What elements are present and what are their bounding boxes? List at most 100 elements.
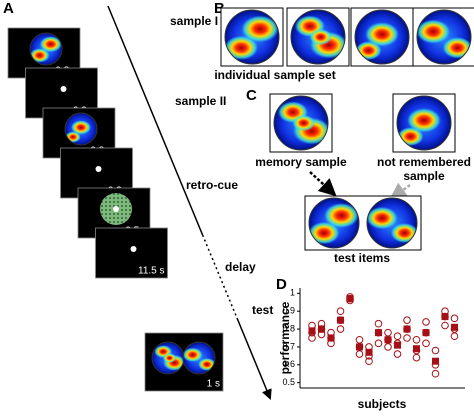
stimulus-edge (182, 341, 216, 375)
x-axis-label: subjects (358, 397, 407, 411)
subject-point (355, 350, 364, 358)
stimulus-blob (309, 28, 333, 46)
stimulus-blob (364, 22, 400, 47)
panel-label: C (246, 87, 257, 104)
timeline (236, 317, 272, 400)
subject-point (412, 335, 421, 344)
caption: not remembered (377, 155, 471, 169)
stimulus-edge (29, 32, 63, 66)
arrow (309, 171, 337, 197)
duration: 11.5 s (138, 266, 165, 277)
stimulus-blob (406, 108, 442, 133)
subject-mean (451, 323, 458, 331)
subject-point (431, 346, 440, 355)
stimulus-edge (308, 197, 360, 249)
stimulus (30, 33, 62, 65)
y-tick-label: 0.5 (282, 377, 295, 387)
y-axis-label: performance (278, 301, 292, 374)
subject-mean (308, 327, 316, 335)
subject-point (355, 335, 364, 344)
stage-label: delay (225, 260, 256, 274)
stimulus-edge (416, 9, 472, 65)
subject-point (422, 339, 430, 348)
subject-point (336, 307, 345, 316)
y-tick-label: 0.6 (282, 359, 295, 369)
stimulus (355, 10, 409, 64)
stimulus-blob (70, 120, 92, 135)
subject-point (403, 316, 411, 324)
subject-point (431, 369, 440, 378)
stimulus-edge (354, 9, 410, 65)
subject-point (403, 334, 411, 342)
caption: individual sample set (214, 68, 335, 82)
stimulus-blob (39, 36, 62, 53)
stimulus-blob (309, 221, 340, 245)
stimulus-blob (292, 114, 316, 132)
fixation (60, 86, 67, 92)
subject-point (336, 325, 345, 333)
subject-point (393, 350, 402, 358)
subject-point (441, 321, 449, 330)
subject-mean (432, 357, 439, 365)
arrow (389, 182, 411, 201)
subject-mean (365, 348, 373, 356)
stimulus (152, 342, 184, 374)
subject-point (384, 328, 392, 337)
y-tick-label: 0.8 (282, 323, 295, 333)
stimulus-blob (162, 353, 177, 363)
subject-mean (346, 295, 354, 303)
fixation (95, 166, 102, 172)
subject-point (450, 314, 459, 323)
stimulus-edge (273, 95, 329, 151)
fixation (130, 246, 137, 252)
caption: sample (403, 169, 445, 183)
stimulus (225, 10, 279, 64)
subject-mean (375, 329, 382, 337)
stage-label: test (252, 303, 273, 317)
subject-point (374, 339, 383, 348)
subject-mean (413, 345, 420, 353)
subject-point (450, 332, 459, 341)
subject-point (374, 319, 383, 328)
subject-mean (318, 325, 325, 333)
stimulus (291, 10, 345, 64)
stimulus-blob (324, 203, 359, 228)
subject-point (393, 332, 402, 341)
subject-mean (394, 341, 401, 349)
panel-label: A (3, 0, 14, 17)
screen-frame (95, 227, 168, 279)
stimulus-blob (183, 347, 203, 362)
subject-mean (327, 334, 335, 342)
stimulus (367, 198, 417, 248)
timeline (107, 5, 204, 236)
stimulus (183, 342, 215, 374)
stimulus-blob (225, 35, 259, 60)
stimulus-edge (290, 9, 346, 65)
subject-mean (422, 329, 430, 337)
stimulus (417, 10, 471, 64)
timeline (201, 234, 238, 319)
stage-label: sample II (175, 94, 226, 108)
stimulus-edge (64, 112, 98, 146)
subject-mean (337, 316, 344, 324)
caption: test items (334, 251, 390, 265)
subject-point (384, 343, 392, 351)
stimulus-blob (417, 19, 451, 44)
stimulus (274, 96, 328, 150)
y-tick-label: 1 (290, 288, 295, 298)
stimulus (309, 198, 359, 248)
panel-label: D (276, 276, 287, 293)
stimulus-blob (30, 48, 50, 63)
stage-label: sample I (170, 14, 218, 28)
subject-mean (441, 313, 449, 321)
subject-mean (356, 343, 363, 351)
fixation (113, 206, 119, 212)
subject-point (365, 357, 373, 366)
stimulus (397, 96, 451, 150)
subject-point (422, 318, 430, 326)
subject-mean (384, 336, 392, 344)
subject-point (412, 353, 421, 362)
stage-label: retro-cue (186, 178, 238, 192)
stimulus-blob (367, 206, 398, 230)
